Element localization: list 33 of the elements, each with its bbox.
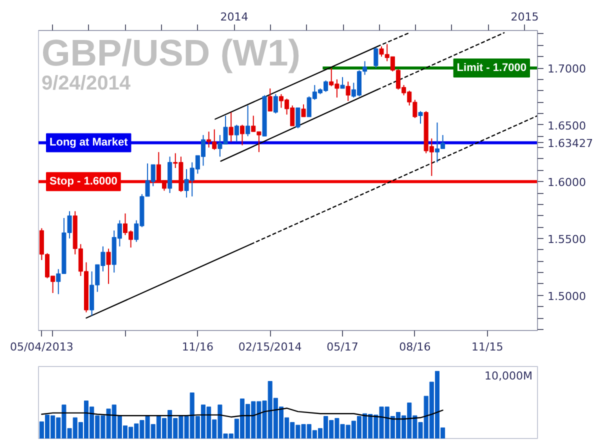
y-tick-label: 1.6000 xyxy=(548,176,586,190)
x-tick-label: 11/15 xyxy=(472,340,504,354)
candlestick xyxy=(106,248,111,284)
candlestick xyxy=(228,112,234,142)
chart-title: GBP/USD (W1) xyxy=(42,32,300,74)
ref-line-label: Long at Market xyxy=(50,136,128,149)
text: 9/24/2014 xyxy=(42,72,132,94)
candlestick xyxy=(346,81,350,102)
y-tick-label: 1.5000 xyxy=(548,290,586,303)
candlestick xyxy=(240,124,244,146)
x-tick-label: 11/16 xyxy=(182,340,214,354)
x-tick-label: 05/17 xyxy=(326,340,358,354)
candlestick xyxy=(234,124,239,142)
y-tick-label: 1.5500 xyxy=(548,232,586,246)
candlestick xyxy=(374,47,378,68)
y-tick-label: 1.7000 xyxy=(548,62,586,76)
candlestick xyxy=(301,104,306,118)
y-tick-label: 1.6500 xyxy=(548,119,586,132)
x2-tick-label: 2015 xyxy=(510,10,539,24)
x-tick-label: 05/04/2013 xyxy=(10,340,74,354)
candlestick xyxy=(273,94,278,114)
annotation: 10,000M xyxy=(484,370,533,382)
y-tick-label: 1.63427 xyxy=(548,137,593,150)
candlestick xyxy=(340,76,345,89)
candlestick xyxy=(246,105,250,137)
x-tick-label: 08/16 xyxy=(399,340,431,354)
ref-line-label: Stop - 1.6000 xyxy=(50,176,118,188)
ref-line-label: Limit - 1.7000 xyxy=(456,62,527,74)
x-tick-label: 02/15/2014 xyxy=(238,340,302,354)
candlestick xyxy=(268,88,272,112)
x2-tick-label: 2014 xyxy=(220,10,248,24)
candlestick xyxy=(296,107,300,129)
candlestick xyxy=(418,110,423,124)
